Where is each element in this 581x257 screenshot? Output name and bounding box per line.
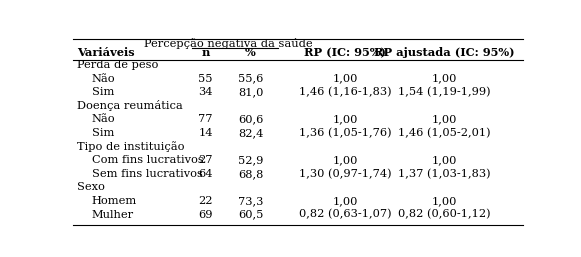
- Text: 1,36 (1,05-1,76): 1,36 (1,05-1,76): [299, 128, 392, 138]
- Text: 73,3: 73,3: [238, 196, 263, 206]
- Text: 81,0: 81,0: [238, 87, 263, 97]
- Text: 1,00: 1,00: [332, 196, 358, 206]
- Text: 1,46 (1,05-2,01): 1,46 (1,05-2,01): [398, 128, 490, 138]
- Text: 1,54 (1,19-1,99): 1,54 (1,19-1,99): [398, 87, 490, 97]
- Text: Sim: Sim: [92, 128, 114, 138]
- Text: Doença reumática: Doença reumática: [77, 100, 183, 111]
- Text: 1,00: 1,00: [332, 155, 358, 165]
- Text: 68,8: 68,8: [238, 169, 263, 179]
- Text: 60,5: 60,5: [238, 209, 263, 219]
- Text: 1,00: 1,00: [432, 155, 457, 165]
- Text: 77: 77: [198, 114, 213, 124]
- Text: 0,82 (0,63-1,07): 0,82 (0,63-1,07): [299, 209, 392, 220]
- Text: 55,6: 55,6: [238, 74, 263, 84]
- Text: Homem: Homem: [92, 196, 137, 206]
- Text: Perda de peso: Perda de peso: [77, 60, 159, 70]
- Text: 27: 27: [198, 155, 213, 165]
- Text: 1,00: 1,00: [432, 196, 457, 206]
- Text: 60,6: 60,6: [238, 114, 263, 124]
- Text: Com fins lucrativos: Com fins lucrativos: [92, 155, 203, 165]
- Text: %: %: [245, 47, 256, 58]
- Text: Tipo de instituição: Tipo de instituição: [77, 141, 185, 152]
- Text: Mulher: Mulher: [92, 209, 134, 219]
- Text: Sim: Sim: [92, 87, 114, 97]
- Text: Sem fins lucrativos: Sem fins lucrativos: [92, 169, 202, 179]
- Text: Não: Não: [92, 74, 115, 84]
- Text: Percepção negativa da saúde: Percepção negativa da saúde: [144, 38, 312, 49]
- Text: n: n: [201, 47, 210, 58]
- Text: 14: 14: [198, 128, 213, 138]
- Text: 1,30 (0,97-1,74): 1,30 (0,97-1,74): [299, 169, 392, 179]
- Text: 22: 22: [198, 196, 213, 206]
- Text: 1,00: 1,00: [332, 114, 358, 124]
- Text: 1,00: 1,00: [432, 114, 457, 124]
- Text: 82,4: 82,4: [238, 128, 263, 138]
- Text: Sexo: Sexo: [77, 182, 105, 192]
- Text: RP ajustada (IC: 95%): RP ajustada (IC: 95%): [374, 47, 514, 58]
- Text: 55: 55: [198, 74, 213, 84]
- Text: 1,46 (1,16-1,83): 1,46 (1,16-1,83): [299, 87, 392, 97]
- Text: 34: 34: [198, 87, 213, 97]
- Text: 0,82 (0,60-1,12): 0,82 (0,60-1,12): [398, 209, 490, 220]
- Text: 1,00: 1,00: [332, 74, 358, 84]
- Text: 64: 64: [198, 169, 213, 179]
- Text: 1,37 (1,03-1,83): 1,37 (1,03-1,83): [398, 169, 490, 179]
- Text: Não: Não: [92, 114, 115, 124]
- Text: 69: 69: [198, 209, 213, 219]
- Text: 52,9: 52,9: [238, 155, 263, 165]
- Text: 1,00: 1,00: [432, 74, 457, 84]
- Text: RP (IC: 95%): RP (IC: 95%): [304, 47, 386, 58]
- Text: Variáveis: Variáveis: [77, 47, 135, 58]
